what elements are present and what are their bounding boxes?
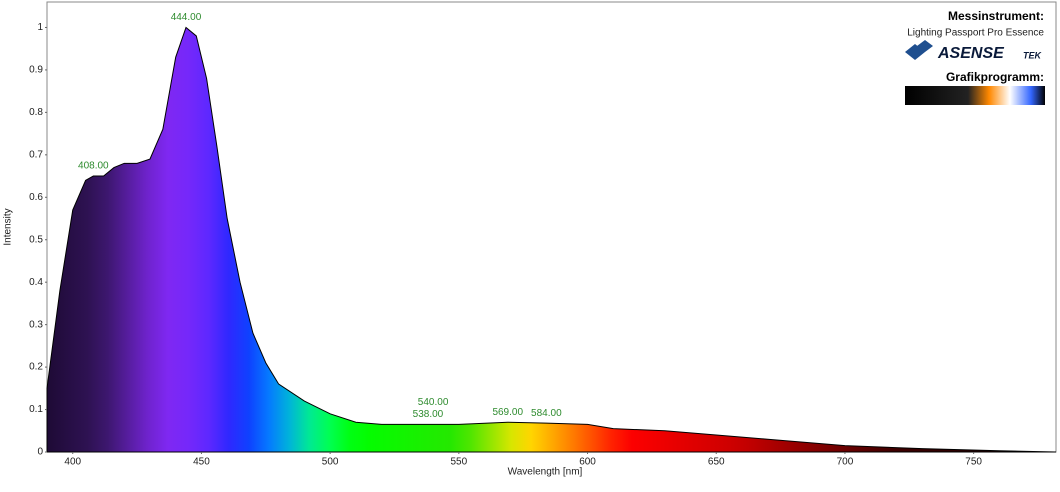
peak-label: 408.00 (78, 161, 109, 172)
logo-text: ASENSE (937, 45, 1005, 62)
peak-label: 569.00 (492, 407, 523, 418)
y-tick-label: 0.4 (29, 277, 43, 288)
x-tick-label: 400 (64, 457, 81, 468)
x-tick-label: 750 (965, 457, 982, 468)
y-axis-label: Intensity (3, 208, 14, 245)
software-logo (905, 86, 1045, 105)
y-tick-label: 1 (37, 22, 43, 33)
logo-icon (905, 40, 933, 60)
panel-text: Lighting Passport Pro Essence (907, 28, 1044, 39)
panel-heading: Grafikprogramm: (946, 70, 1044, 84)
peak-label: 584.00 (531, 408, 562, 419)
x-tick-label: 650 (708, 457, 725, 468)
x-axis-label: Wavelength [nm] (508, 467, 583, 478)
info-panel: Messinstrument: Lighting Passport Pro Es… (905, 9, 1045, 105)
x-tick-label: 700 (837, 457, 854, 468)
peak-label: 540.00 (418, 397, 449, 408)
logo-suffix: TEK (1023, 50, 1043, 60)
panel-heading: Messinstrument: (948, 9, 1044, 23)
y-tick-label: 0.6 (29, 192, 43, 203)
spectrum-area (46, 26, 1057, 453)
x-tick-label: 550 (450, 457, 467, 468)
y-tick-label: 0 (37, 447, 43, 458)
y-tick-label: 0.5 (29, 234, 43, 245)
x-tick-label: 500 (322, 457, 339, 468)
y-tick-label: 0.7 (29, 149, 43, 160)
x-tick-label: 450 (193, 457, 210, 468)
x-tick-label: 600 (579, 457, 596, 468)
y-tick-label: 0.8 (29, 107, 43, 118)
peak-label: 444.00 (171, 12, 202, 23)
y-tick-label: 0.3 (29, 319, 43, 330)
y-tick-label: 0.2 (29, 362, 43, 373)
peak-label: 538.00 (413, 409, 444, 420)
y-tick-label: 0.1 (29, 404, 43, 415)
y-tick-label: 0.9 (29, 65, 43, 76)
